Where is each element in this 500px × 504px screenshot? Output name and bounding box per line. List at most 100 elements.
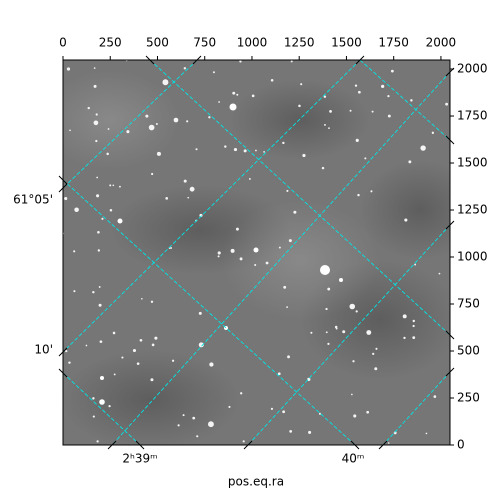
star [357,193,360,197]
star [410,99,413,102]
star [162,79,169,86]
star [251,94,255,98]
star [240,392,243,395]
star [87,106,90,110]
star [208,421,214,428]
star [182,414,185,417]
star [270,407,274,410]
star [141,297,143,300]
star [366,330,372,335]
star [187,196,190,199]
bright-star [339,278,343,282]
star [93,84,97,88]
star [196,435,199,438]
star [109,208,113,212]
star [165,197,169,200]
star [278,246,281,249]
grid-tick [445,220,455,230]
star [287,355,290,359]
star [324,123,326,126]
star [189,186,195,192]
star [300,83,303,86]
star [371,110,374,113]
star [208,116,211,119]
star [95,113,98,116]
star [412,336,416,339]
dec-tick-label: 10' [34,343,53,357]
star [327,342,330,345]
star [412,319,415,323]
star [155,123,158,126]
star [420,145,426,151]
y-tick-label: 1250 [457,203,488,217]
bright-star [99,399,105,405]
star [375,347,378,350]
star [290,60,293,63]
star [199,213,203,218]
x-tick-label: 1250 [284,36,315,50]
y-tick-label: 2000 [457,62,488,76]
star [349,109,352,112]
star [438,272,441,275]
grid-tick [378,440,388,450]
y-tick-label: 1750 [457,109,488,123]
star [101,217,104,220]
ra-tick-label: 2ʰ39ᵐ [122,452,157,466]
star [171,359,175,362]
star [98,286,101,288]
grid-tick [355,55,365,65]
star [186,120,189,123]
star [325,307,328,311]
star [183,179,187,183]
star [64,196,68,201]
star [239,257,243,261]
star [282,410,286,414]
star [177,424,180,427]
star [445,102,449,106]
star [151,343,155,347]
star [212,71,215,74]
star [412,324,415,328]
grid-tick [107,440,117,450]
star [351,393,353,396]
frame [62,59,451,446]
star [352,360,355,363]
star [139,338,143,342]
star [98,303,102,307]
star [97,230,100,234]
y-tick-label: 250 [457,391,480,405]
star [381,84,385,89]
star [198,342,204,348]
grid-tick [243,440,253,450]
grid-tick [445,330,455,340]
star [243,149,247,153]
grid-tick [135,440,145,450]
star [154,336,158,340]
star [224,145,227,148]
star [132,348,137,353]
x-axis-label: pos.eq.ra [228,475,284,489]
star [298,104,301,108]
star [121,356,124,359]
star [323,95,327,98]
star [358,90,361,94]
star [242,440,245,443]
star [228,405,231,409]
star [289,430,293,433]
star [209,362,214,367]
sky-image [63,60,450,445]
star [431,131,435,134]
star [387,442,390,444]
star [293,210,297,214]
star [96,176,99,179]
star [151,172,154,176]
star [374,367,378,371]
star [74,207,79,213]
star [390,69,394,73]
star [433,395,437,398]
star [173,117,179,123]
dec-tick-label: 61°05' [13,193,53,207]
star [112,184,115,187]
star [387,95,390,98]
